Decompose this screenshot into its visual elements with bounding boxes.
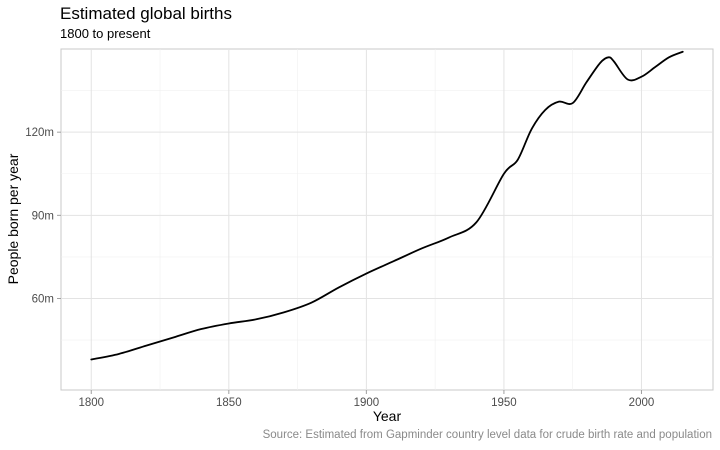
y-tick-label: 60m	[32, 294, 54, 306]
chart-title: Estimated global births	[60, 4, 232, 23]
x-tick-label: 1900	[354, 397, 380, 409]
x-tick-label: 1950	[491, 397, 517, 409]
x-tick-label: 2000	[629, 397, 655, 409]
chart-caption: Source: Estimated from Gapminder country…	[262, 429, 712, 441]
series-line	[90, 50, 684, 361]
grid-lines	[61, 49, 713, 390]
y-tick-label: 120m	[25, 127, 54, 139]
x-axis-title: Year	[373, 408, 402, 424]
x-tick-label: 1850	[216, 397, 242, 409]
y-axis: 60m 90m 120m	[25, 127, 61, 306]
series-layer	[90, 50, 684, 361]
y-tick-label: 90m	[32, 210, 54, 222]
chart-subtitle: 1800 to present	[60, 26, 151, 41]
plot-panel	[60, 48, 714, 391]
y-axis-title: People born per year	[5, 153, 21, 284]
x-tick-label: 1800	[78, 397, 104, 409]
x-axis: 1800 1850 1900 1950 2000	[78, 390, 654, 409]
